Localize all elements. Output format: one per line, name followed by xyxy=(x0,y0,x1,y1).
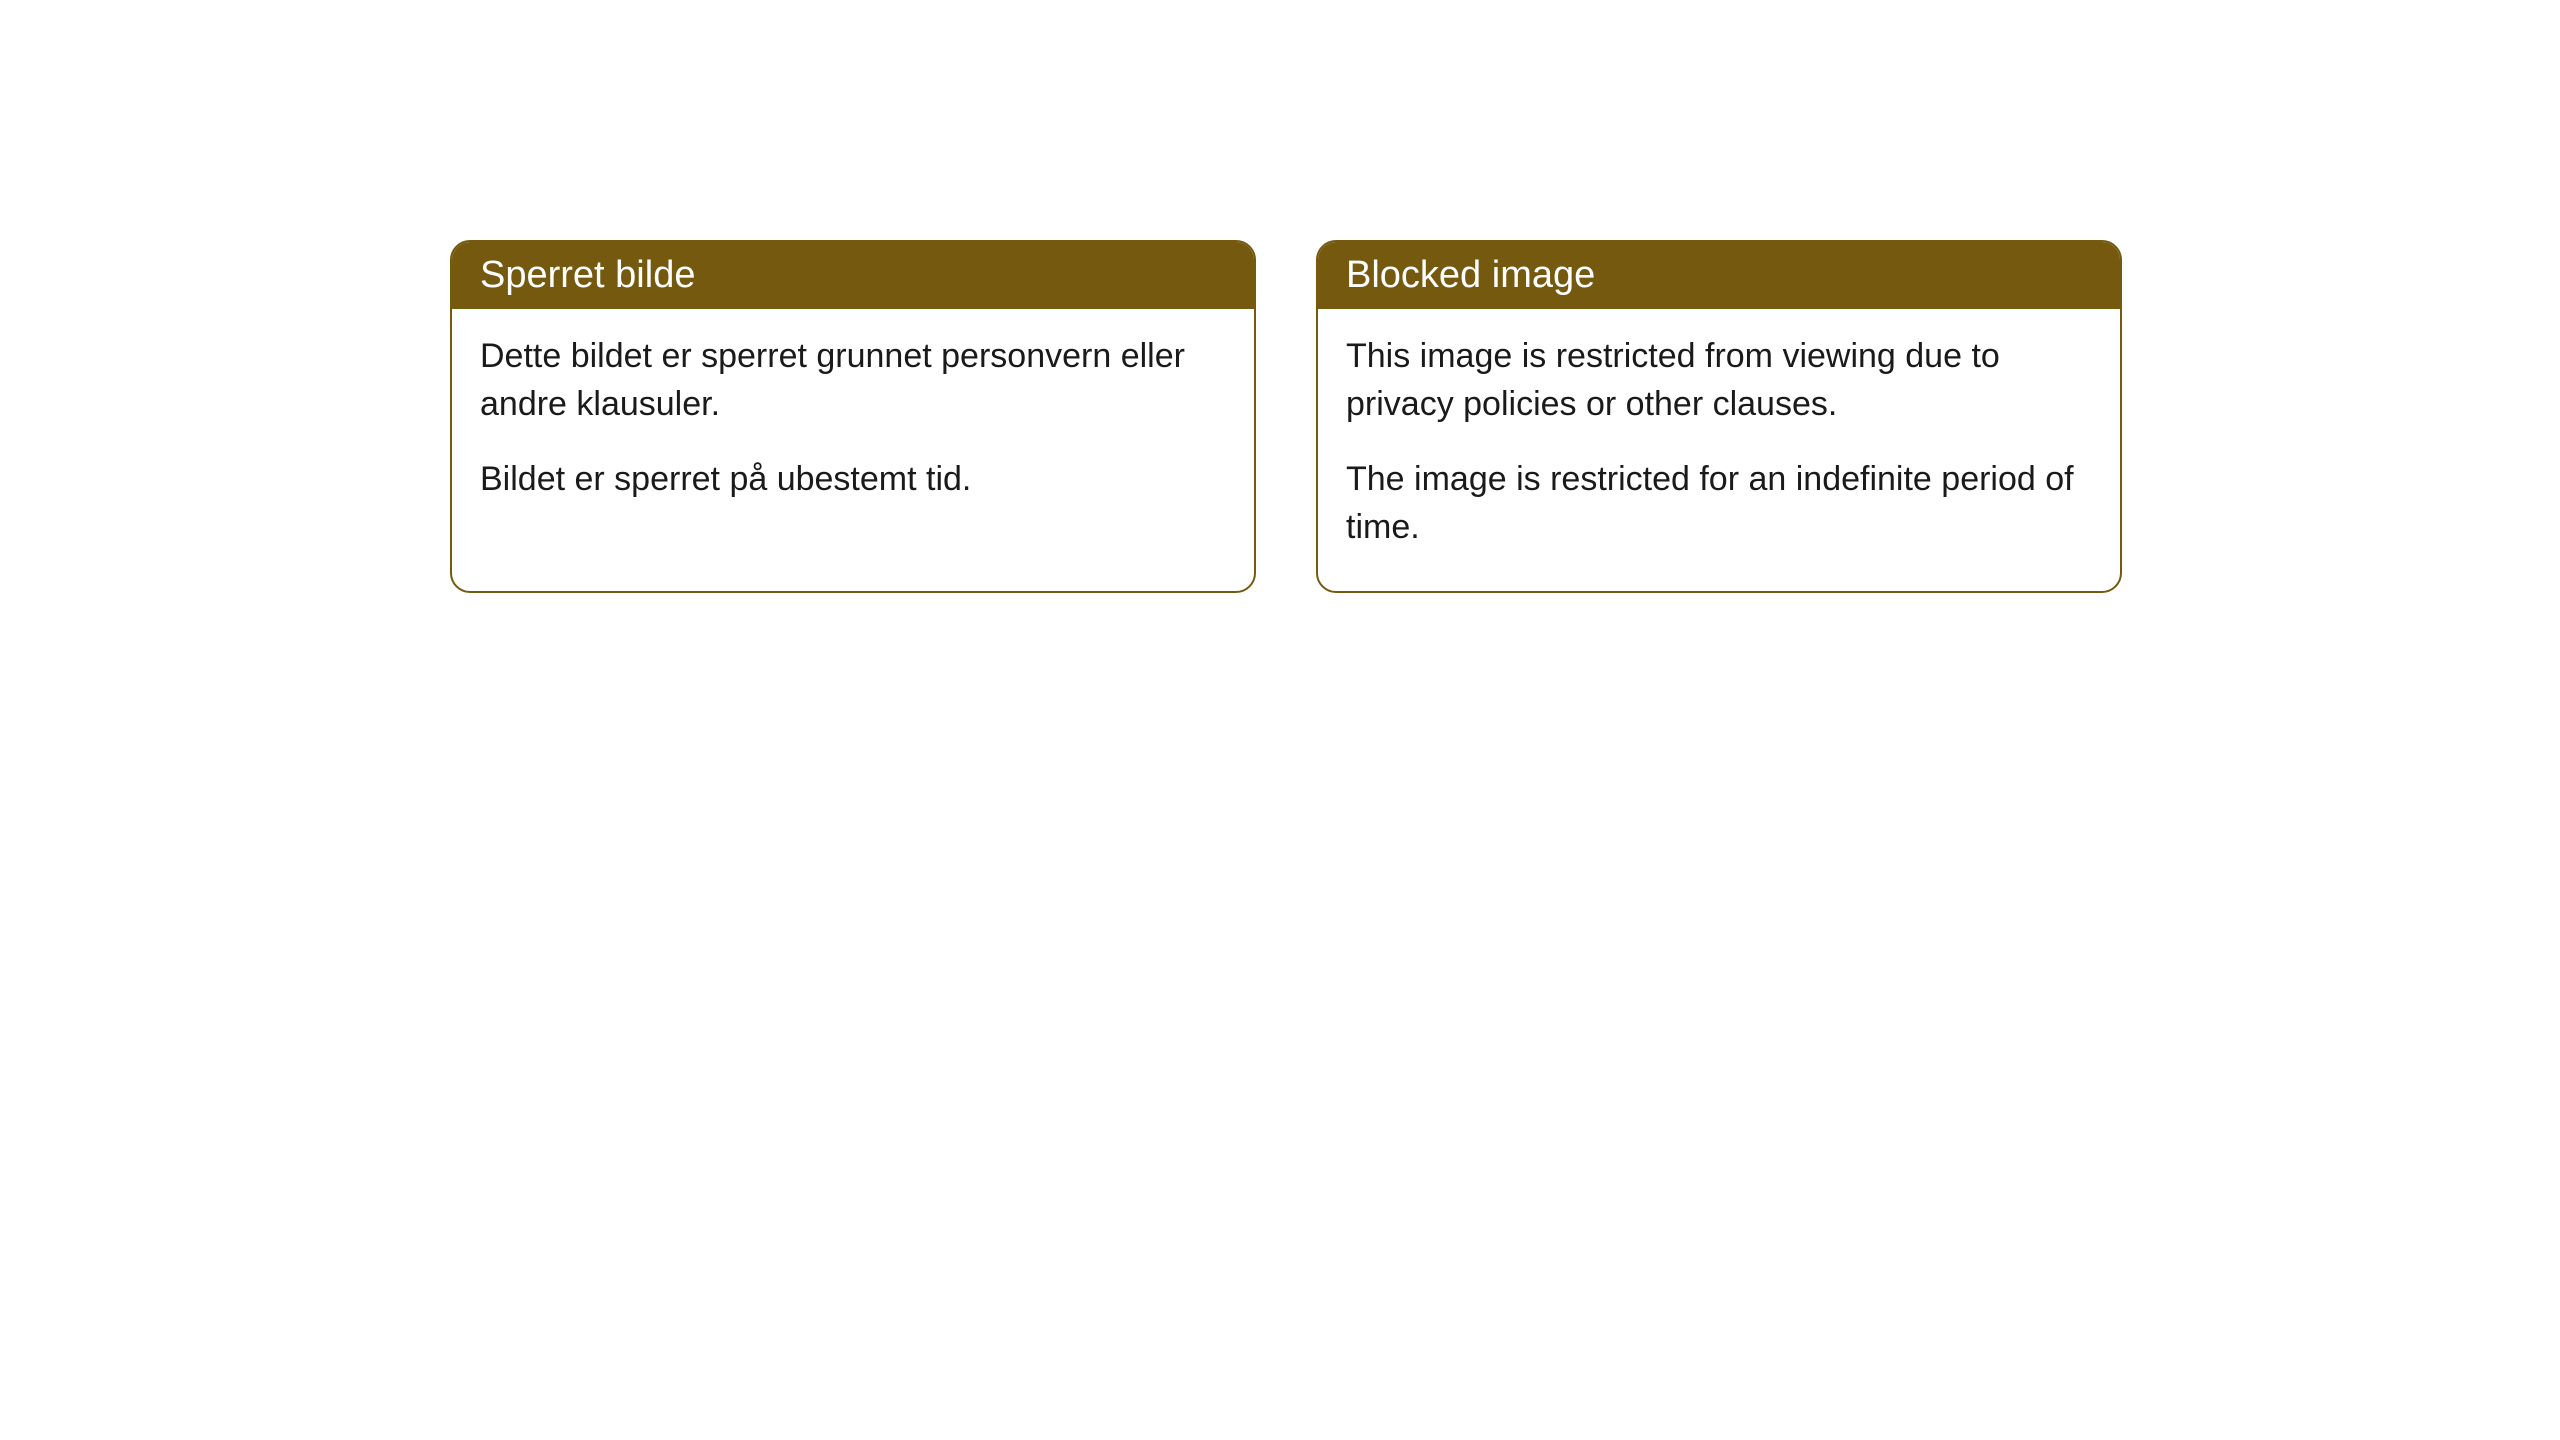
card-paragraph: Dette bildet er sperret grunnet personve… xyxy=(480,333,1226,428)
card-body: This image is restricted from viewing du… xyxy=(1318,309,2120,591)
card-header: Sperret bilde xyxy=(452,242,1254,309)
card-paragraph: Bildet er sperret på ubestemt tid. xyxy=(480,456,1226,504)
card-paragraph: This image is restricted from viewing du… xyxy=(1346,333,2092,428)
blocked-image-card-english: Blocked image This image is restricted f… xyxy=(1316,240,2122,593)
card-header: Blocked image xyxy=(1318,242,2120,309)
blocked-image-card-norwegian: Sperret bilde Dette bildet er sperret gr… xyxy=(450,240,1256,593)
card-title: Blocked image xyxy=(1346,254,1595,296)
cards-container: Sperret bilde Dette bildet er sperret gr… xyxy=(450,240,2560,593)
card-paragraph: The image is restricted for an indefinit… xyxy=(1346,456,2092,551)
card-body: Dette bildet er sperret grunnet personve… xyxy=(452,309,1254,544)
card-title: Sperret bilde xyxy=(480,254,695,296)
